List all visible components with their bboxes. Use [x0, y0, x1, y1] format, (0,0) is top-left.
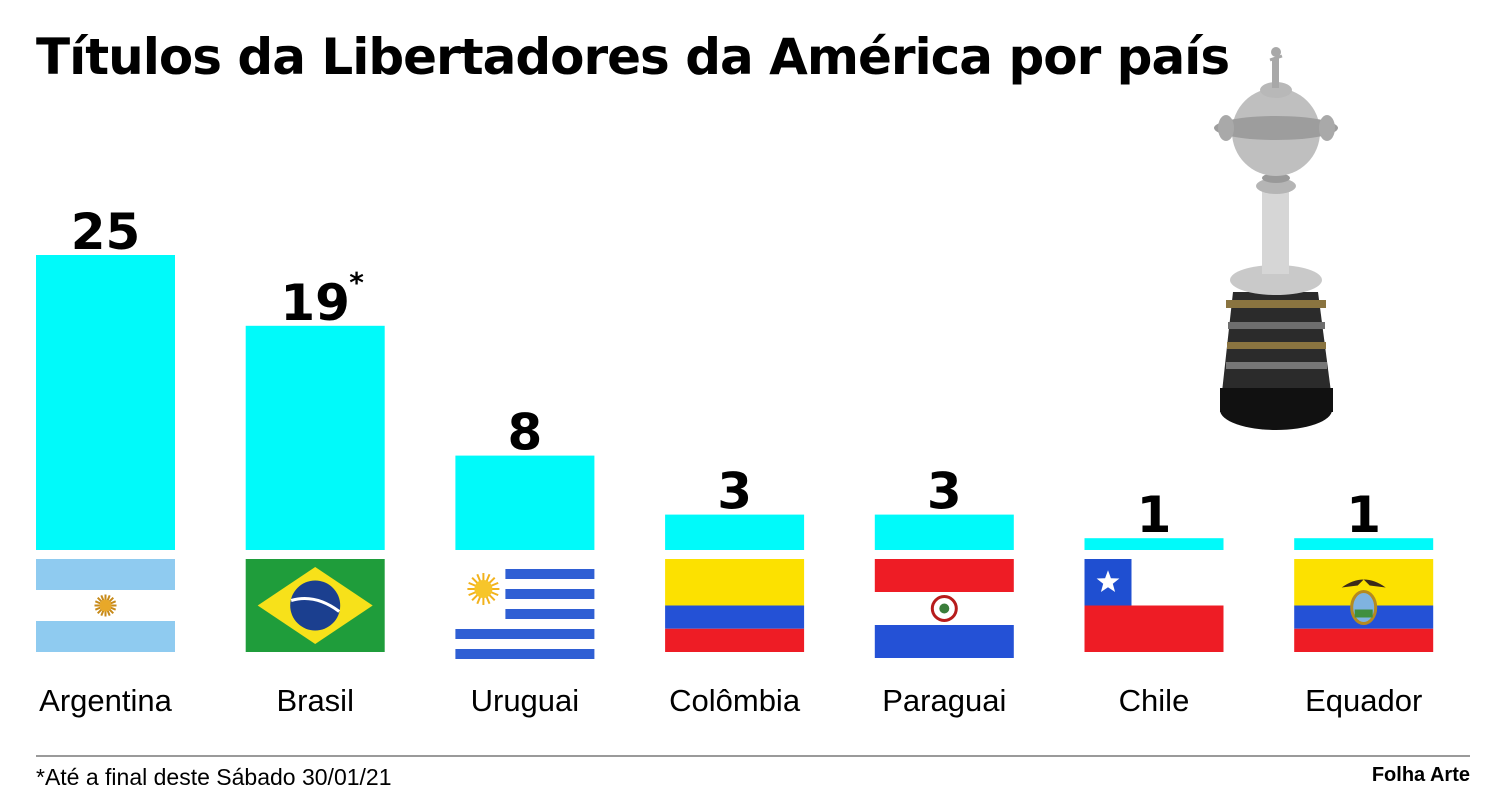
- chart-title: Títulos da Libertadores da América por p…: [36, 28, 1230, 86]
- category-label-brasil: Brasil: [276, 683, 354, 718]
- category-label-chile: Chile: [1119, 683, 1190, 718]
- brazil-flag-icon: [245, 559, 385, 652]
- libertadores-trophy-icon: [1214, 47, 1338, 430]
- category-label-colombia: Colômbia: [669, 683, 801, 718]
- bar-chile: [1084, 538, 1224, 550]
- bar-chart: 25 19 * 8 3 3 1 1 Argentina Brasil Uruguai Colômbi…: [36, 47, 1434, 718]
- bar-argentina: [36, 255, 175, 550]
- footer-divider: [36, 755, 1470, 757]
- value-label-colombia: 3: [717, 463, 752, 521]
- bar-paraguai: [874, 514, 1014, 550]
- flags-group: [36, 559, 1434, 659]
- footnote: *Até a final deste Sábado 30/01/21: [36, 764, 392, 790]
- chile-flag-icon: [1084, 559, 1224, 652]
- value-label-equador: 1: [1346, 486, 1381, 544]
- category-label-argentina: Argentina: [39, 683, 172, 718]
- bar-colombia: [665, 514, 805, 550]
- colombia-flag-icon: [665, 559, 805, 652]
- bar-brasil: [245, 325, 385, 550]
- category-labels-group: Argentina Brasil Uruguai Colômbia Paraguai Ch…: [39, 683, 1422, 718]
- ecuador-flag-icon: [1294, 559, 1434, 652]
- category-label-equador: Equador: [1305, 683, 1422, 718]
- bar-uruguai: [455, 455, 595, 550]
- value-label-argentina: 25: [71, 203, 141, 261]
- value-label-paraguai: 3: [927, 463, 962, 521]
- value-label-uruguai: 8: [508, 404, 543, 462]
- uruguay-flag-icon: [455, 559, 595, 659]
- value-marker-brasil: *: [349, 266, 364, 299]
- bar-equador: [1294, 538, 1434, 550]
- category-label-uruguai: Uruguai: [471, 683, 580, 718]
- value-label-brasil: 19: [280, 274, 350, 332]
- value-label-chile: 1: [1137, 486, 1172, 544]
- category-label-paraguai: Paraguai: [882, 683, 1006, 718]
- argentina-flag-icon: [36, 559, 175, 652]
- paraguay-flag-icon: [874, 559, 1014, 658]
- credit: Folha Arte: [1371, 764, 1470, 786]
- bars-group: [36, 255, 1434, 550]
- value-labels-group: 25 19 * 8 3 3 1 1: [71, 203, 1381, 544]
